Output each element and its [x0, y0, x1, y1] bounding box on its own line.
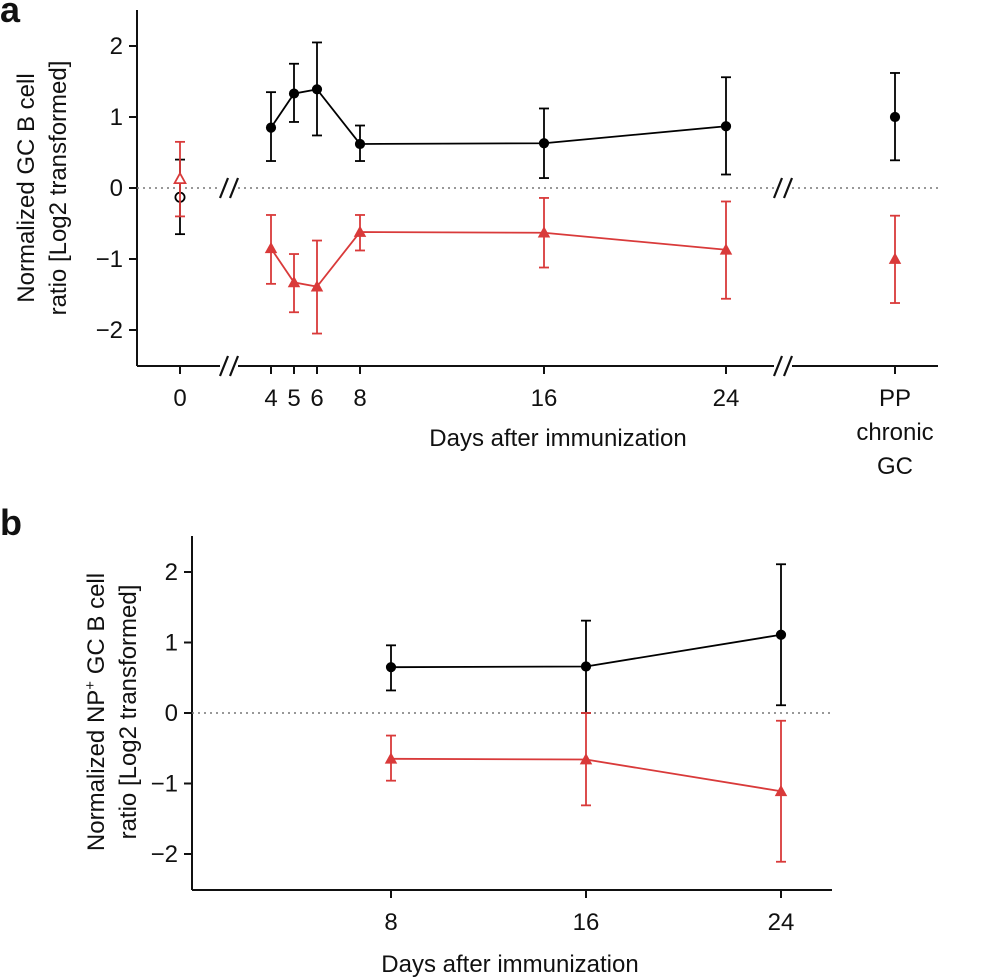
panel-a-control-point-day24 [720, 121, 732, 132]
panel-a-xtick-label: 0 [173, 385, 186, 412]
panel-b-plot: 2 1 0 −1 −2 8 16 24 [151, 536, 832, 936]
panel-a-zero-break-1-stroke1 [218, 177, 230, 199]
panel-a-treated-point-day5 [287, 276, 301, 288]
panel-a-ylabel-line2: ratio [Log2 transformed] [45, 61, 72, 316]
panel-a-control-point-day8 [354, 138, 366, 150]
panel-a-treated-point-day0 [173, 171, 187, 184]
panel-b-ytick-label: −1 [151, 771, 178, 798]
panel-a-letter: a [0, 0, 21, 30]
panel-a-control-point-day5 [288, 88, 300, 99]
panel-b-control-point-day8 [385, 662, 397, 673]
panel-a-xtick-label: 16 [531, 385, 558, 412]
panel-a-axis-break-2-stroke2 [782, 355, 794, 377]
panel-b-treated-point-day24 [774, 784, 788, 797]
panel-a-axis-break-2-stroke1 [772, 355, 784, 377]
panel-b-ylabel-line1: Normalized NP+ GC B cell [82, 573, 110, 851]
panel-b-ylabel-line2: ratio [Log2 transformed] [115, 585, 142, 840]
panel-b-treated-point-day8 [384, 752, 398, 764]
panel-a-treated-point-day24 [719, 243, 733, 255]
panel-b-ytick-label: 2 [165, 559, 178, 586]
panel-a-pp-label-line2: chronic [856, 419, 933, 446]
panel-a-control-point-day6 [311, 84, 323, 95]
panel-a-treated-point-day6 [310, 280, 324, 292]
panel-a-treated-point-day16 [537, 226, 551, 238]
panel-b-ylabel-sup: + [82, 681, 99, 690]
panel-a-treated-point-day8 [353, 225, 367, 237]
panel-a-ytick-label: 2 [110, 33, 123, 60]
panel-b-ytick-label: 1 [165, 630, 178, 657]
panel-a-xtick-label: 4 [264, 385, 277, 412]
panel-a-control-line [270, 88, 727, 145]
panel-a-control-point-day16 [538, 138, 550, 149]
panel-a-zero-break-2-stroke2 [782, 177, 794, 199]
panel-a-ytick-label: 1 [110, 104, 123, 131]
panel-a-xtick-label: 6 [310, 385, 323, 412]
panel-b-xtick-label: 24 [768, 909, 795, 936]
panel-a-xtick-label: 8 [353, 385, 366, 412]
panel-a-control-point-pp [889, 111, 901, 123]
panel-a-axis-break-1-stroke2 [228, 355, 240, 377]
panel-a-treated-line [270, 231, 727, 288]
panel-b-control-point-day16 [580, 661, 592, 672]
panel-b-control-point-day24 [775, 629, 787, 640]
panel-b-xtick-label: 16 [573, 909, 600, 936]
panel-a-axis-break-1-stroke1 [218, 355, 230, 377]
panel-b-xtick-label: 8 [384, 909, 397, 936]
panel-a-xtick-label: 5 [287, 385, 300, 412]
panel-a-plot: 2 1 0 −1 −2 0 4 5 6 8 16 24 [96, 10, 938, 412]
panel-a-ytick-label: −2 [96, 317, 123, 344]
panel-b-ytick-label: −2 [151, 841, 178, 868]
panel-a-ytick-label: 0 [110, 175, 123, 202]
panel-a-ytick-label: −1 [96, 246, 123, 273]
panel-b-treated-point-day16 [579, 753, 593, 765]
panel-b-ylabel-post: GC B cell [83, 573, 110, 681]
panel-b-xlabel: Days after immunization [381, 951, 638, 978]
panel-a-zero-break-2-stroke1 [772, 177, 784, 199]
panel-a-control-point-day4 [265, 122, 277, 133]
panel-a-zero-break-1-stroke2 [228, 177, 240, 199]
panel-b-ytick-label: 0 [165, 700, 178, 727]
panel-a-treated-point-day4 [264, 241, 278, 254]
panel-a-xlabel: Days after immunization [429, 425, 686, 452]
panel-a-ylabel-line1: Normalized GC B cell [13, 73, 40, 302]
panel-a-treated-point-pp [888, 252, 902, 264]
panel-a-pp-label-line3: GC [877, 453, 913, 480]
panel-a-xtick-label: 24 [713, 385, 740, 412]
panel-b-letter: b [0, 502, 22, 543]
panel-a-pp-label-line1: PP [879, 385, 911, 412]
panel-b-ylabel-pre: Normalized NP [83, 690, 110, 851]
